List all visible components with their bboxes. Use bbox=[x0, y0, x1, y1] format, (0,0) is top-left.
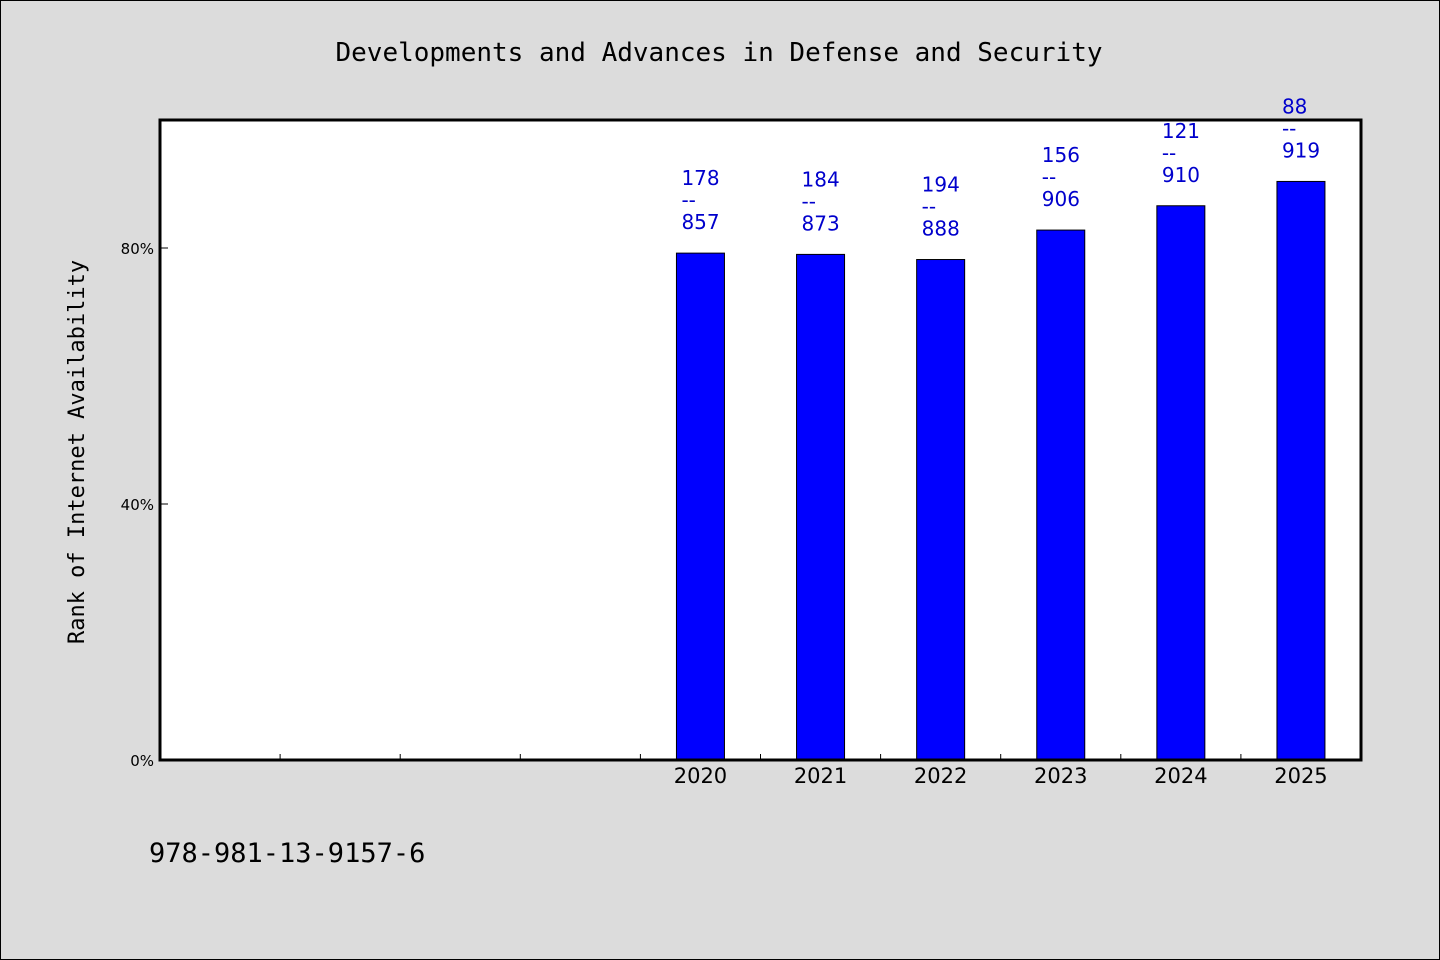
x-tick-label-2025: 2025 bbox=[1274, 764, 1327, 788]
y-tick-label: 40% bbox=[121, 496, 154, 514]
bar-2023 bbox=[1036, 229, 1086, 761]
data-label-2020-sep: -- bbox=[681, 188, 695, 212]
data-label-2020-bottom: 857 bbox=[681, 210, 719, 234]
data-labels-layer: 178--857184--873194--888156--906121--910… bbox=[681, 94, 1320, 240]
data-label-2020-top: 178 bbox=[681, 166, 719, 190]
data-label-2022-top: 194 bbox=[922, 173, 960, 197]
bar-2024 bbox=[1156, 205, 1206, 761]
data-label-2023-sep: -- bbox=[1042, 165, 1056, 189]
bars-layer bbox=[675, 180, 1326, 761]
data-label-2021-top: 184 bbox=[802, 167, 840, 191]
data-label-2024-top: 121 bbox=[1162, 119, 1200, 143]
bar-2020 bbox=[675, 252, 725, 761]
x-tick-label-2020: 2020 bbox=[674, 764, 727, 788]
plot-border bbox=[158, 118, 1363, 762]
data-label-2021-sep: -- bbox=[802, 189, 816, 213]
data-label-2021-bottom: 873 bbox=[802, 211, 840, 235]
bar-2022 bbox=[916, 259, 966, 761]
data-label-2025-sep: -- bbox=[1282, 116, 1296, 140]
data-label-2025-top: 88 bbox=[1282, 94, 1307, 118]
x-tick-label-2023: 2023 bbox=[1034, 764, 1087, 788]
x-tick-label-2024: 2024 bbox=[1154, 764, 1207, 788]
y-tick-label: 80% bbox=[121, 240, 154, 258]
data-label-2024-bottom: 910 bbox=[1162, 163, 1200, 187]
y-tick-label: 0% bbox=[130, 752, 154, 770]
y-axis-label: Rank of Internet Availability bbox=[65, 260, 90, 644]
chart-title: Developments and Advances in Defense and… bbox=[335, 38, 1102, 68]
data-label-2022-sep: -- bbox=[922, 195, 936, 219]
x-tick-label-2022: 2022 bbox=[914, 764, 967, 788]
isbn-text: 978-981-13-9157-6 bbox=[149, 838, 425, 869]
bar-2021 bbox=[796, 253, 846, 761]
data-label-2023-top: 156 bbox=[1042, 143, 1080, 167]
data-label-2023-bottom: 906 bbox=[1042, 187, 1080, 211]
data-label-2025-bottom: 919 bbox=[1282, 138, 1320, 162]
data-label-2024-sep: -- bbox=[1162, 141, 1176, 165]
data-label-2022-bottom: 888 bbox=[922, 217, 960, 241]
axes-layer: 2020 2021 2022 2023 2024 2025 0% 40% 80% bbox=[121, 240, 1328, 788]
x-tick-label-2021: 2021 bbox=[794, 764, 847, 788]
bar-2025 bbox=[1276, 180, 1326, 761]
